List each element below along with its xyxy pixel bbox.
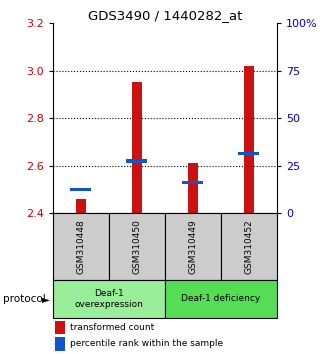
Text: percentile rank within the sample: percentile rank within the sample: [70, 339, 223, 348]
Bar: [132, 82, 142, 213]
Bar: [55, 321, 65, 335]
Text: GSM310449: GSM310449: [188, 219, 197, 274]
Bar: [244, 66, 254, 213]
Text: protocol: protocol: [3, 294, 46, 304]
Text: GSM310450: GSM310450: [132, 219, 141, 274]
Bar: [55, 337, 65, 350]
Bar: [188, 163, 198, 213]
Bar: [238, 152, 260, 155]
Bar: [70, 188, 92, 191]
Text: GSM310452: GSM310452: [244, 219, 253, 274]
Title: GDS3490 / 1440282_at: GDS3490 / 1440282_at: [88, 9, 242, 22]
Bar: [109, 213, 165, 280]
Bar: [53, 213, 109, 280]
Text: transformed count: transformed count: [70, 323, 154, 332]
Bar: [53, 280, 165, 318]
Text: Deaf-1
overexpression: Deaf-1 overexpression: [74, 289, 143, 309]
Bar: [182, 181, 204, 184]
Bar: [165, 213, 221, 280]
Text: GSM310448: GSM310448: [76, 219, 85, 274]
Bar: [221, 213, 277, 280]
Text: Deaf-1 deficiency: Deaf-1 deficiency: [181, 295, 260, 303]
Bar: [76, 199, 86, 213]
Bar: [165, 280, 277, 318]
Text: ►: ►: [42, 294, 50, 304]
Bar: [126, 159, 148, 162]
